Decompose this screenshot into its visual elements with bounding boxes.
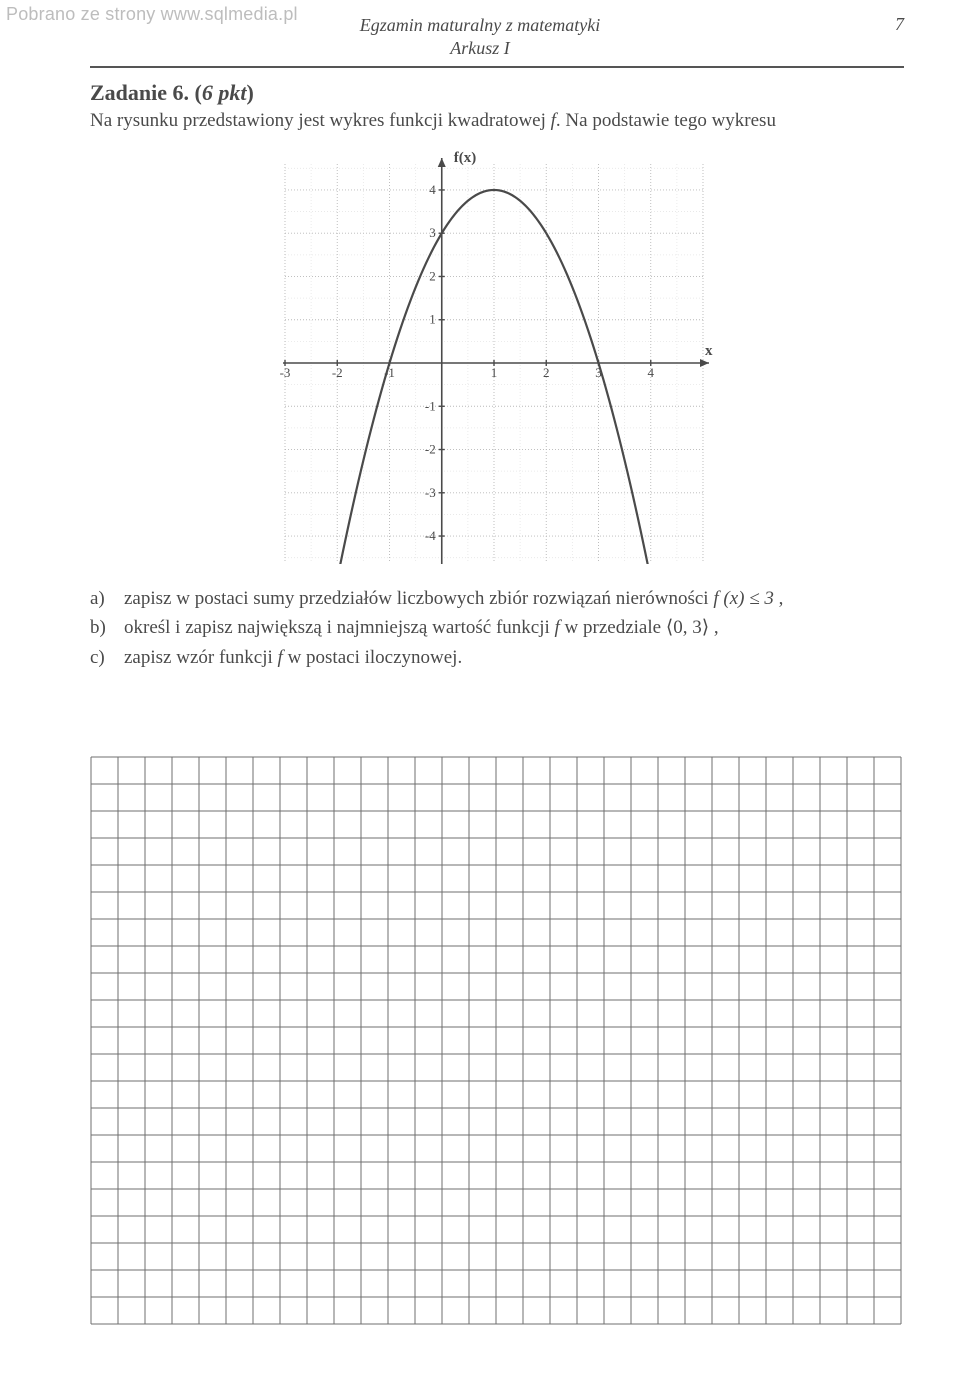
subtasks: a) zapisz w postaci sumy przedziałów lic… — [90, 584, 904, 672]
task-title: Zadanie 6. (6 pkt) — [90, 80, 904, 106]
svg-text:-1: -1 — [425, 398, 436, 413]
task-intro: Na rysunku przedstawiony jest wykres fun… — [90, 108, 904, 134]
doc-header: Egzamin maturalny z matematyki Arkusz I — [0, 14, 960, 59]
svg-text:f(x): f(x) — [454, 150, 477, 166]
chart-container: -3-2-11234-4-3-2-11234f(x)x — [90, 142, 904, 572]
svg-text:2: 2 — [429, 268, 436, 283]
svg-text:-2: -2 — [425, 441, 436, 456]
subtask-a-text: zapisz w postaci sumy przedziałów liczbo… — [124, 584, 904, 613]
function-chart: -3-2-11234-4-3-2-11234f(x)x — [267, 142, 727, 572]
svg-text:2: 2 — [543, 365, 550, 380]
svg-text:3: 3 — [429, 225, 436, 240]
subtask-b-part1: określ i zapisz największą i najmniejszą… — [124, 617, 555, 638]
task-points: 6 pkt — [202, 80, 247, 105]
task-block: Zadanie 6. (6 pkt) Na rysunku przedstawi… — [90, 80, 904, 672]
page-number: 7 — [895, 14, 904, 35]
task-points-paren: (6 pkt) — [195, 80, 254, 105]
subtask-c-part2: w postaci iloczynowej. — [283, 647, 462, 668]
subtask-c-part1: zapisz wzór funkcji — [124, 647, 278, 668]
subtask-a-part1: zapisz w postaci sumy przedziałów liczbo… — [124, 588, 713, 609]
header-line-1: Egzamin maturalny z matematyki — [0, 14, 960, 37]
svg-text:4: 4 — [429, 182, 436, 197]
svg-text:1: 1 — [491, 365, 498, 380]
svg-text:4: 4 — [648, 365, 655, 380]
subtask-c: c) zapisz wzór funkcji f w postaci ilocz… — [90, 643, 904, 672]
subtask-b: b) określ i zapisz największą i najmniej… — [90, 613, 904, 642]
svg-text:1: 1 — [429, 311, 436, 326]
subtask-c-label: c) — [90, 643, 124, 672]
answer-grid — [90, 756, 902, 1325]
subtask-b-tail: , — [709, 617, 719, 638]
subtask-c-text: zapisz wzór funkcji f w postaci iloczyno… — [124, 643, 904, 672]
svg-text:-3: -3 — [425, 484, 436, 499]
svg-text:-4: -4 — [425, 528, 436, 543]
subtask-b-text: określ i zapisz największą i najmniejszą… — [124, 613, 904, 642]
svg-text:x: x — [705, 343, 713, 359]
subtask-a-label: a) — [90, 584, 124, 613]
header-line-2: Arkusz I — [0, 37, 960, 60]
svg-text:-2: -2 — [332, 365, 343, 380]
header-rule — [90, 66, 904, 68]
task-intro-text-2: . Na podstawie tego wykresu — [556, 110, 776, 131]
subtask-b-interval: ⟨0, 3⟩ — [666, 617, 709, 638]
page: Pobrano ze strony www.sqlmedia.pl Egzami… — [0, 0, 960, 1381]
svg-text:-3: -3 — [280, 365, 291, 380]
subtask-b-part2: w przedziale — [560, 617, 666, 638]
task-intro-text-1: Na rysunku przedstawiony jest wykres fun… — [90, 110, 551, 131]
task-label: Zadanie 6. — [90, 80, 189, 105]
subtask-a: a) zapisz w postaci sumy przedziałów lic… — [90, 584, 904, 613]
subtask-b-label: b) — [90, 613, 124, 642]
subtask-a-tail: , — [779, 588, 784, 609]
subtask-a-math: f (x) ≤ 3 — [713, 588, 778, 609]
